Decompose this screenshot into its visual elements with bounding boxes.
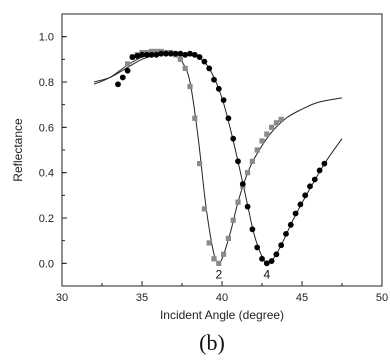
data-point-series-4: [172, 50, 179, 57]
data-point-series-4: [230, 135, 237, 142]
data-point-series-2: [254, 147, 260, 153]
data-point-series-4: [124, 67, 131, 74]
data-point-series-4: [225, 115, 232, 122]
curve-label-2: 2: [215, 267, 222, 281]
data-point-series-4: [201, 58, 208, 65]
data-point-series-4: [139, 51, 145, 58]
data-point-series-4: [302, 192, 309, 199]
data-point-series-2: [216, 260, 222, 266]
data-point-series-4: [182, 51, 189, 58]
data-point-series-4: [215, 85, 222, 92]
data-point-series-4: [254, 244, 261, 251]
data-point-series-4: [316, 167, 323, 174]
data-point-series-4: [297, 201, 304, 208]
x-tick-label: 45: [296, 292, 308, 304]
data-point-series-4: [268, 258, 275, 264]
data-point-series-2: [235, 199, 241, 205]
data-point-series-2: [153, 48, 159, 54]
data-point-series-4: [273, 251, 280, 258]
data-point-series-4: [259, 255, 265, 262]
y-tick-label: 0.2: [39, 213, 54, 225]
data-point-series-4: [206, 65, 213, 72]
data-point-series-2: [221, 251, 227, 257]
y-tick-label: 1.0: [39, 32, 54, 44]
data-point-series-4: [249, 226, 256, 233]
data-point-series-2: [177, 56, 183, 62]
data-point-series-2: [182, 65, 188, 71]
data-point-series-4: [119, 74, 126, 81]
data-point-series-4: [211, 76, 217, 83]
data-point-series-2: [269, 124, 275, 130]
data-point-series-4: [153, 51, 160, 58]
data-point-series-2: [206, 240, 212, 246]
data-point-series-2: [192, 115, 198, 121]
data-point-series-2: [125, 61, 131, 67]
data-point-series-2: [245, 170, 251, 176]
y-tick-label: 0.8: [39, 77, 54, 89]
data-point-series-4: [129, 54, 136, 60]
x-tick-label: 40: [216, 292, 228, 304]
data-point-series-4: [158, 50, 165, 57]
data-point-series-2: [273, 120, 279, 126]
data-point-series-4: [148, 51, 155, 58]
fit-curves: [93, 53, 343, 264]
data-point-series-4: [311, 176, 318, 183]
x-tick-label: 30: [56, 292, 68, 304]
data-point-series-2: [201, 206, 207, 212]
data-point-series-2: [278, 116, 284, 122]
data-point-series-2: [230, 217, 236, 223]
data-point-series-2: [211, 256, 217, 262]
data-point-series-4: [143, 51, 150, 58]
data-point-series-2: [197, 161, 203, 167]
data-point-series-4: [307, 183, 313, 190]
data-point-series-2: [149, 48, 155, 54]
y-tick-label: 0.6: [39, 122, 54, 134]
y-axis-label: Reflectance: [11, 118, 25, 182]
data-point-series-4: [287, 221, 294, 228]
data-point-series-4: [239, 181, 246, 187]
y-tick-label: 0.4: [39, 168, 54, 180]
data-point-series-4: [235, 158, 241, 165]
data-point-series-2: [249, 158, 255, 164]
data-point-series-4: [220, 97, 227, 104]
data-point-series-2: [225, 235, 231, 241]
data-point-series-4: [187, 50, 193, 57]
data-points: [115, 48, 328, 267]
fit-curve-4: [93, 53, 343, 263]
data-point-series-4: [196, 54, 203, 60]
data-point-series-2: [259, 138, 265, 144]
axis-ticks: 30 35 40 45 50 0.0 0.2 0.4 0.6 0.8 1.0: [39, 13, 388, 304]
data-point-series-4: [191, 51, 198, 58]
data-point-series-4: [278, 242, 285, 249]
data-point-series-4: [244, 203, 251, 210]
fit-curve-2: [93, 53, 343, 264]
data-point-series-4: [283, 230, 289, 237]
curve-label-4: 4: [263, 267, 270, 281]
data-point-series-4: [321, 160, 328, 167]
data-point-series-4: [177, 50, 184, 57]
data-point-series-2: [264, 131, 270, 137]
x-tick-label: 35: [136, 292, 148, 304]
data-point-series-4: [292, 210, 299, 217]
data-point-series-4: [115, 81, 121, 88]
y-tick-label: 0.0: [39, 258, 54, 270]
data-point-series-4: [263, 260, 270, 267]
data-point-series-4: [167, 50, 174, 57]
data-point-series-4: [163, 50, 169, 57]
figure-caption: (b): [199, 330, 225, 355]
x-axis-label: Incident Angle (degree): [160, 308, 284, 322]
x-tick-label: 50: [376, 292, 388, 304]
data-point-series-4: [134, 53, 141, 59]
data-point-series-2: [187, 83, 193, 90]
